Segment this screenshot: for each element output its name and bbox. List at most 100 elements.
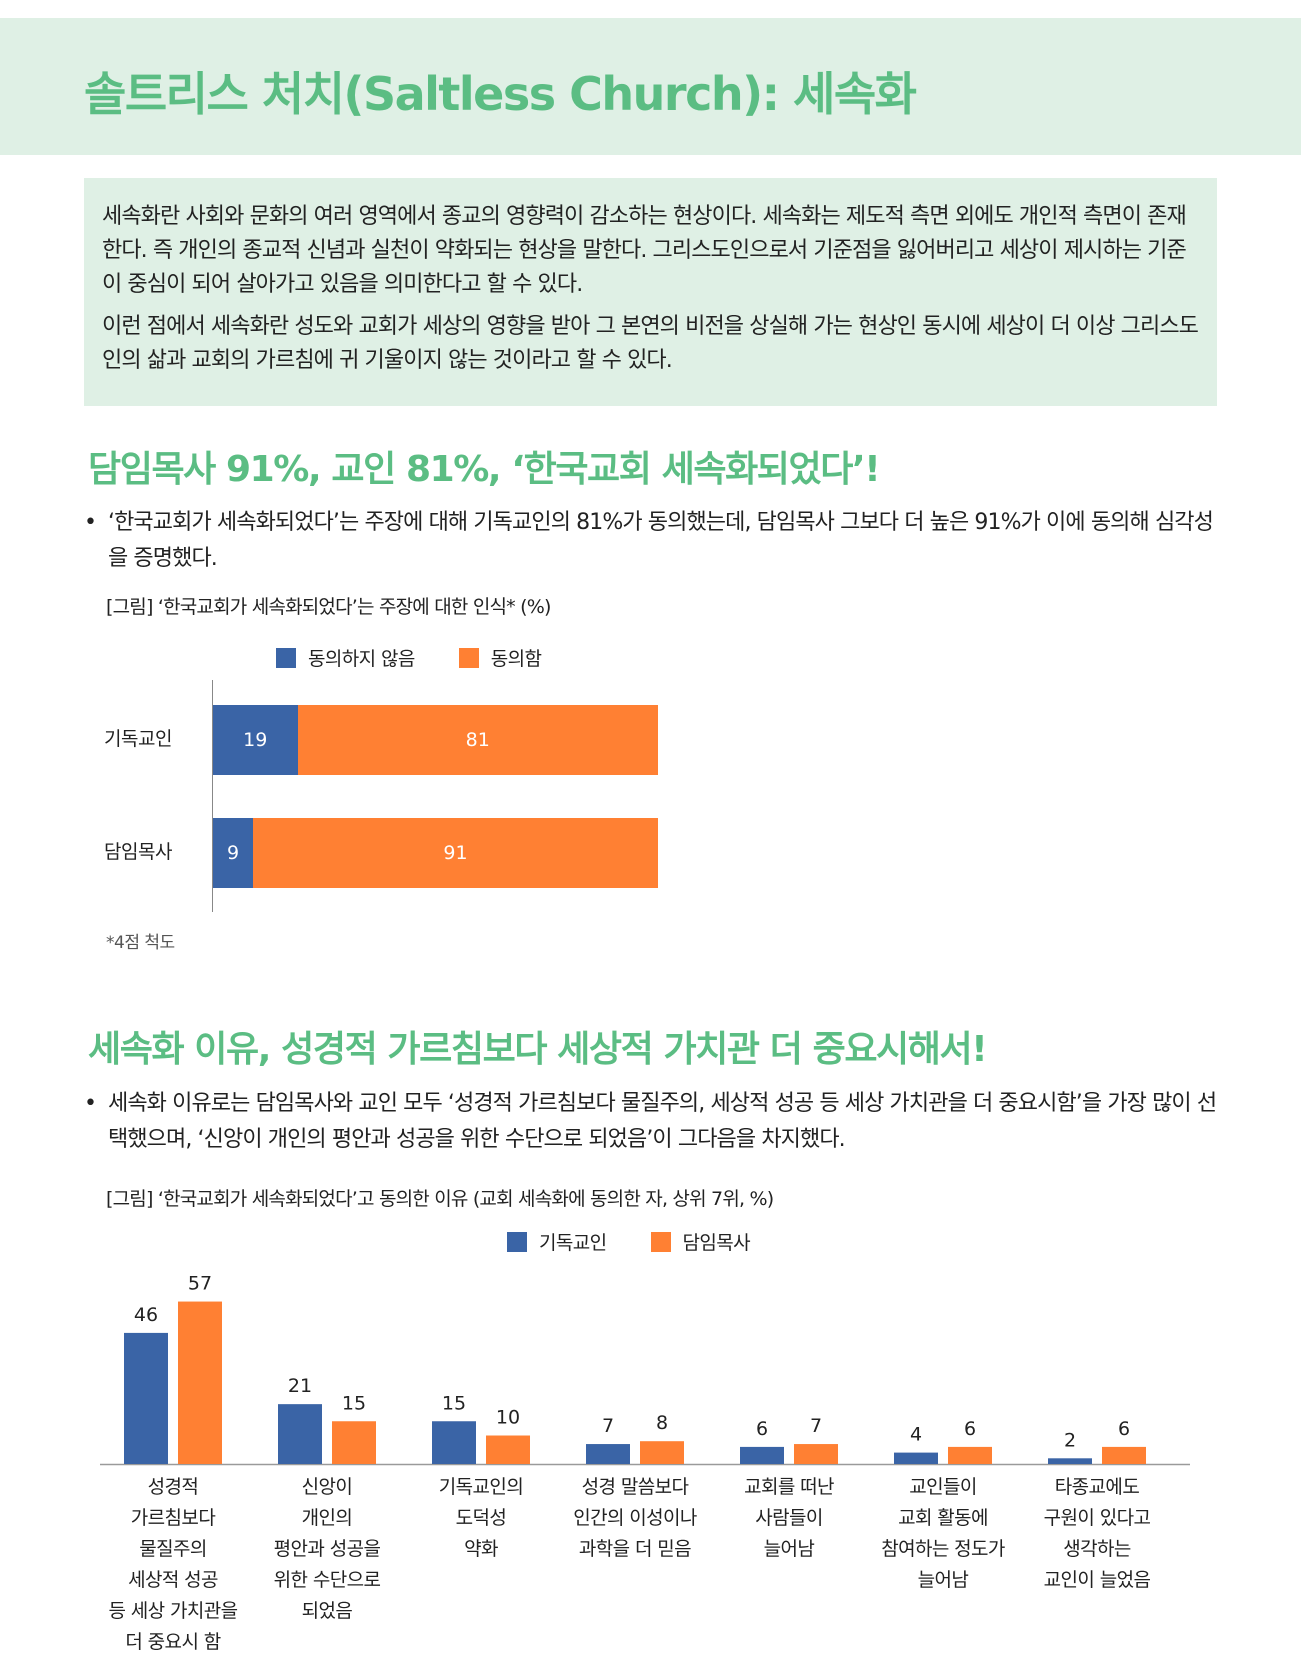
- legend-item-pastors: 담임목사: [650, 1228, 751, 1255]
- bar-pastors-1: [178, 1301, 222, 1464]
- legend-swatch-disagree: [276, 647, 296, 668]
- section2-bullet: • 세속화 이유로는 담임목사와 교인 모두 ‘성경적 가르침보다 물질주의, …: [84, 1086, 1224, 1158]
- category-label-line: 교인들이: [909, 1476, 977, 1498]
- value-label: 81: [465, 729, 490, 751]
- category-label-line: 교회 활동에: [898, 1507, 988, 1529]
- value-label: 2: [1064, 1429, 1076, 1451]
- bar-christians-5: [740, 1446, 784, 1464]
- bar-christians-4: [586, 1444, 630, 1464]
- category-label-line: 등 세상 가치관을: [108, 1600, 238, 1622]
- bar-pastors-6: [948, 1446, 992, 1464]
- section1-title: 담임목사 91%, 교인 81%, ‘한국교회 세속화되었다’!: [88, 449, 881, 490]
- chart1-axis: [212, 680, 213, 912]
- chart1-legend: 동의하지 않음 동의함: [276, 644, 585, 671]
- category-label-line: 물질주의: [139, 1538, 207, 1560]
- intro-paragraph-1: 세속화란 사회와 문화의 여러 영역에서 종교의 영향력이 감소하는 현상이다.…: [102, 204, 1187, 297]
- category-label-line: 구원이 있다고: [1043, 1507, 1151, 1529]
- category-label-line: 생각하는: [1063, 1538, 1131, 1560]
- section2-title: 세속화 이유, 성경적 가르침보다 세상적 가치관 더 중요시해서!: [88, 1029, 988, 1070]
- chart2-legend: 기독교인 담임목사: [507, 1228, 794, 1255]
- bar-christians-6: [894, 1452, 938, 1464]
- category-label-line: 평안과 성공을: [273, 1538, 381, 1560]
- page-title: 솔트리스 처치(Saltless Church): 세속화: [84, 67, 917, 121]
- bar-pastors-3: [486, 1435, 530, 1464]
- category-label-line: 도덕성: [455, 1507, 507, 1529]
- row-label-christians: 기독교인: [104, 728, 172, 750]
- value-label: 6: [756, 1418, 768, 1440]
- intro-box: 세속화란 사회와 문화의 여러 영역에서 종교의 영향력이 감소하는 현상이다.…: [84, 178, 1217, 406]
- legend-swatch-christians: [507, 1231, 527, 1252]
- category-label-line: 성경 말씀보다: [581, 1476, 689, 1498]
- legend-item-disagree: 동의하지 않음: [276, 644, 415, 671]
- section1-bullet: • ‘한국교회가 세속화되었다’는 주장에 대해 기독교인의 81%가 동의했는…: [84, 505, 1224, 577]
- category-label-line: 개인의: [301, 1507, 353, 1529]
- value-label: 7: [810, 1415, 822, 1437]
- value-label: 19: [243, 729, 268, 751]
- value-label: 7: [602, 1415, 614, 1437]
- category-label-line: 참여하는 정도가: [881, 1538, 1005, 1560]
- category-label-line: 사람들이: [755, 1507, 823, 1529]
- bar-pastors-disagree: 9: [213, 818, 254, 888]
- section2-bullet-text: 세속화 이유로는 담임목사와 교인 모두 ‘성경적 가르침보다 물질주의, 세상…: [108, 1091, 1217, 1152]
- legend-label-agree: 동의함: [490, 648, 542, 670]
- row-label-pastors: 담임목사: [104, 841, 172, 863]
- bar-pastors-7: [1102, 1446, 1146, 1464]
- legend-label-disagree: 동의하지 않음: [308, 648, 415, 670]
- legend-label-christians: 기독교인: [539, 1232, 607, 1254]
- category-label-line: 타종교에도: [1054, 1476, 1140, 1498]
- bar-christians-3: [432, 1421, 476, 1464]
- category-label-line: 교회를 떠난: [744, 1476, 834, 1498]
- category-label-1: 성경적 가르침보다 물질주의 세상적 성공 등 세상 가치관을 더 중요시 함: [98, 1472, 248, 1658]
- page-header: 솔트리스 처치(Saltless Church): 세속화: [0, 18, 1301, 155]
- bar-christians-agree: 81: [297, 705, 658, 775]
- category-label-line: 가르침보다: [130, 1507, 216, 1529]
- legend-swatch-pastors: [650, 1231, 671, 1252]
- category-label-line: 늘어남: [763, 1538, 815, 1560]
- figure2-caption: [그림] ‘한국교회가 세속화되었다’고 동의한 이유 (교회 세속화에 동의한…: [106, 1188, 774, 1210]
- section1-bullet-text: ‘한국교회가 세속화되었다’는 주장에 대해 기독교인의 81%가 동의했는데,…: [108, 510, 1214, 571]
- category-label-line: 위한 수단으로: [273, 1569, 381, 1591]
- category-label-line: 약화: [464, 1538, 498, 1560]
- bar-christians-1: [124, 1332, 168, 1464]
- intro-paragraph-2: 이런 점에서 세속화란 성도와 교회가 세상의 영향을 받아 그 본연의 비전을…: [102, 314, 1199, 373]
- category-label-line: 신앙이: [301, 1476, 353, 1498]
- bar-pastors-5: [794, 1444, 838, 1464]
- category-label-line: 되었음: [301, 1600, 353, 1622]
- value-label: 46: [134, 1304, 158, 1326]
- value-label: 8: [656, 1412, 668, 1434]
- category-label-line: 성경적: [147, 1476, 199, 1498]
- value-label: 15: [442, 1392, 466, 1414]
- value-label: 21: [288, 1375, 312, 1397]
- category-label-line: 늘어남: [917, 1569, 969, 1591]
- legend-label-pastors: 담임목사: [682, 1232, 751, 1254]
- category-label-line: 세상적 성공: [128, 1569, 218, 1591]
- bar-pastors-4: [640, 1441, 684, 1464]
- bar-christians-7: [1048, 1458, 1092, 1464]
- category-label-line: 인간의 이성이나: [573, 1507, 697, 1529]
- bar-pastors-agree: 91: [253, 818, 658, 888]
- chart1-footnote: *4점 척도: [106, 933, 175, 953]
- legend-item-agree: 동의함: [458, 644, 542, 671]
- category-label-line: 과학을 더 믿음: [578, 1538, 692, 1560]
- legend-swatch-agree: [458, 647, 479, 668]
- category-label-line: 교인이 늘었음: [1043, 1569, 1151, 1591]
- value-label: 4: [910, 1424, 922, 1446]
- category-label-line: 기독교인의: [438, 1476, 524, 1498]
- value-label: 15: [342, 1392, 366, 1414]
- bullet-dot: •: [84, 510, 97, 535]
- bar-pastors-2: [332, 1421, 376, 1464]
- legend-item-christians: 기독교인: [507, 1228, 607, 1255]
- value-label: 6: [964, 1418, 976, 1440]
- figure1-caption: [그림] ‘한국교회가 세속화되었다’는 주장에 대한 인식* (%): [106, 596, 551, 618]
- value-label: 57: [188, 1273, 212, 1295]
- bullet-dot: •: [84, 1091, 97, 1116]
- value-label: 9: [226, 842, 240, 864]
- bar-christians-2: [278, 1404, 322, 1464]
